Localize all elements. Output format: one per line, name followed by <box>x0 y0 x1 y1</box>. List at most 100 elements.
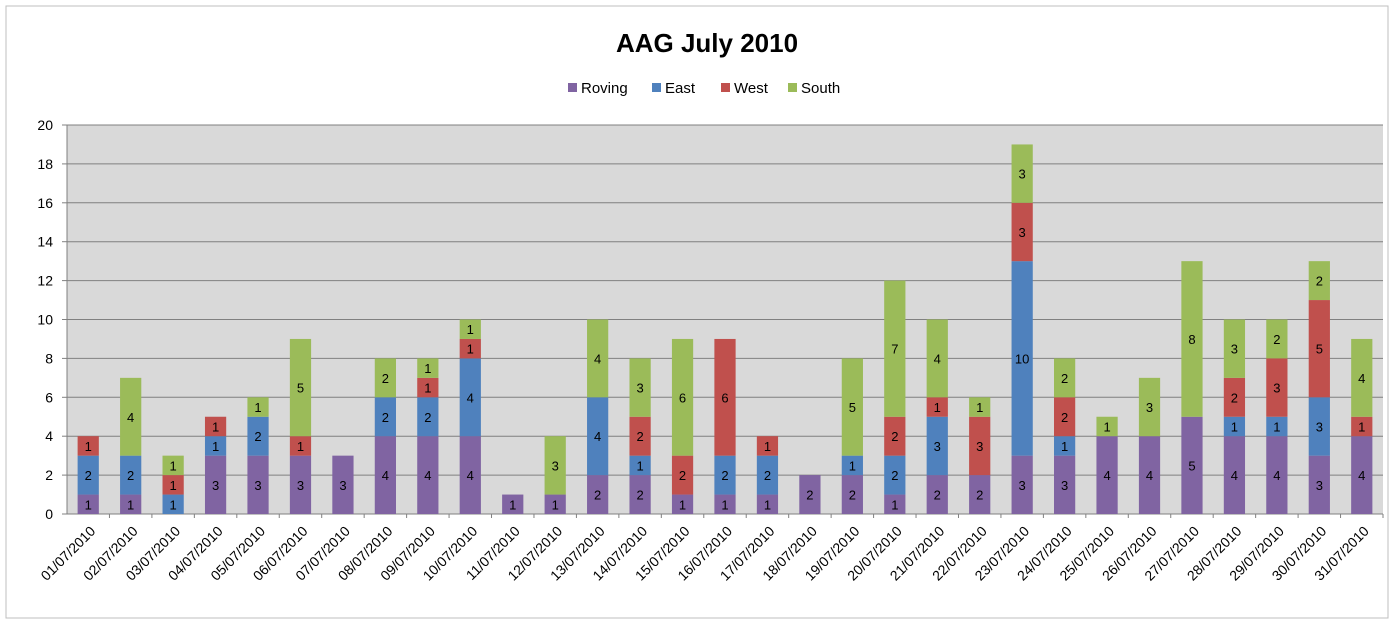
data-label: 2 <box>424 410 431 425</box>
data-label: 4 <box>594 429 601 444</box>
data-label: 2 <box>254 429 261 444</box>
data-label: 7 <box>891 342 898 357</box>
bar-south <box>587 319 609 398</box>
data-label: 4 <box>1231 468 1238 483</box>
y-tick-label: 12 <box>37 273 53 289</box>
bar-roving <box>1138 436 1161 514</box>
legend-label-east: East <box>665 80 696 97</box>
bar-west <box>1054 397 1076 437</box>
bar-roving <box>587 475 609 514</box>
data-label: 3 <box>636 381 643 396</box>
data-label: 3 <box>1316 419 1323 434</box>
bar-east <box>1308 397 1330 456</box>
data-label: 1 <box>721 497 728 512</box>
chart-title: AAG July 2010 <box>616 28 798 58</box>
data-label: 4 <box>382 468 389 483</box>
data-label: 1 <box>424 381 431 396</box>
data-label: 6 <box>679 390 686 405</box>
bar-roving <box>841 475 863 514</box>
data-label: 1 <box>297 439 304 454</box>
data-label: 10 <box>1015 351 1029 366</box>
data-label: 2 <box>636 488 643 503</box>
bar-south <box>1308 261 1330 301</box>
data-label: 4 <box>594 351 601 366</box>
y-tick-label: 4 <box>45 428 53 444</box>
data-label: 3 <box>339 478 346 493</box>
data-label: 4 <box>1103 468 1110 483</box>
bar-west <box>884 416 906 456</box>
bar-west <box>629 416 651 456</box>
data-label: 2 <box>679 468 686 483</box>
bar-south <box>247 397 269 417</box>
bar-south <box>1011 144 1033 203</box>
bar-west <box>204 416 227 437</box>
data-label: 3 <box>297 478 304 493</box>
data-label: 1 <box>170 478 177 493</box>
bar-roving <box>969 475 991 514</box>
y-tick-label: 14 <box>37 234 53 250</box>
data-label: 1 <box>764 497 771 512</box>
bar-east <box>120 455 142 495</box>
data-label: 2 <box>721 468 728 483</box>
data-label: 4 <box>467 390 474 405</box>
data-label: 2 <box>891 468 898 483</box>
data-label: 4 <box>1273 468 1280 483</box>
bar-west <box>162 475 184 495</box>
bar-south <box>1223 319 1246 378</box>
data-label: 4 <box>424 468 431 483</box>
data-label: 3 <box>1146 400 1153 415</box>
bar-west <box>1223 377 1246 417</box>
bar-south <box>289 338 312 437</box>
bar-roving <box>374 436 396 514</box>
data-label: 1 <box>1358 419 1365 434</box>
bar-east <box>374 397 396 437</box>
data-label: 2 <box>976 488 983 503</box>
data-label: 2 <box>1273 332 1280 347</box>
data-label: 1 <box>424 361 431 376</box>
bar-east <box>884 455 906 495</box>
bar-west <box>417 377 439 398</box>
bar-south <box>1266 319 1288 359</box>
legend-swatch-west <box>721 83 730 92</box>
data-label: 2 <box>85 468 92 483</box>
data-label: 1 <box>849 458 856 473</box>
legend-label-roving: Roving <box>581 80 628 97</box>
data-label: 3 <box>1019 167 1026 182</box>
bar-roving <box>714 494 736 514</box>
data-label: 4 <box>934 351 941 366</box>
bar-west <box>289 436 312 456</box>
data-label: 3 <box>552 458 559 473</box>
bar-south <box>1096 416 1118 437</box>
bar-roving <box>120 494 142 514</box>
data-label: 1 <box>934 400 941 415</box>
bar-east <box>841 455 863 476</box>
data-label: 2 <box>891 429 898 444</box>
bar-south <box>1054 358 1076 398</box>
bar-roving <box>799 475 821 514</box>
bar-roving <box>1096 436 1118 514</box>
bar-west <box>671 455 694 495</box>
bar-west <box>77 436 99 456</box>
bar-roving <box>1181 416 1203 514</box>
data-label: 1 <box>170 458 177 473</box>
data-label: 2 <box>594 488 601 503</box>
data-label: 2 <box>764 468 771 483</box>
y-tick-label: 8 <box>45 350 53 366</box>
data-label: 1 <box>254 400 261 415</box>
data-label: 3 <box>1316 478 1323 493</box>
bar-roving <box>77 494 99 514</box>
bar-east <box>756 455 779 495</box>
bar-south <box>1351 338 1373 417</box>
data-label: 3 <box>1273 381 1280 396</box>
bar-roving <box>1011 455 1033 514</box>
bar-west <box>969 416 991 476</box>
data-label: 2 <box>1316 274 1323 289</box>
data-label: 1 <box>679 497 686 512</box>
y-tick-label: 16 <box>37 195 53 211</box>
data-label: 1 <box>467 342 474 357</box>
bar-east <box>204 436 227 456</box>
bar-east <box>1266 416 1288 437</box>
data-label: 2 <box>1061 410 1068 425</box>
bar-east <box>417 397 439 437</box>
